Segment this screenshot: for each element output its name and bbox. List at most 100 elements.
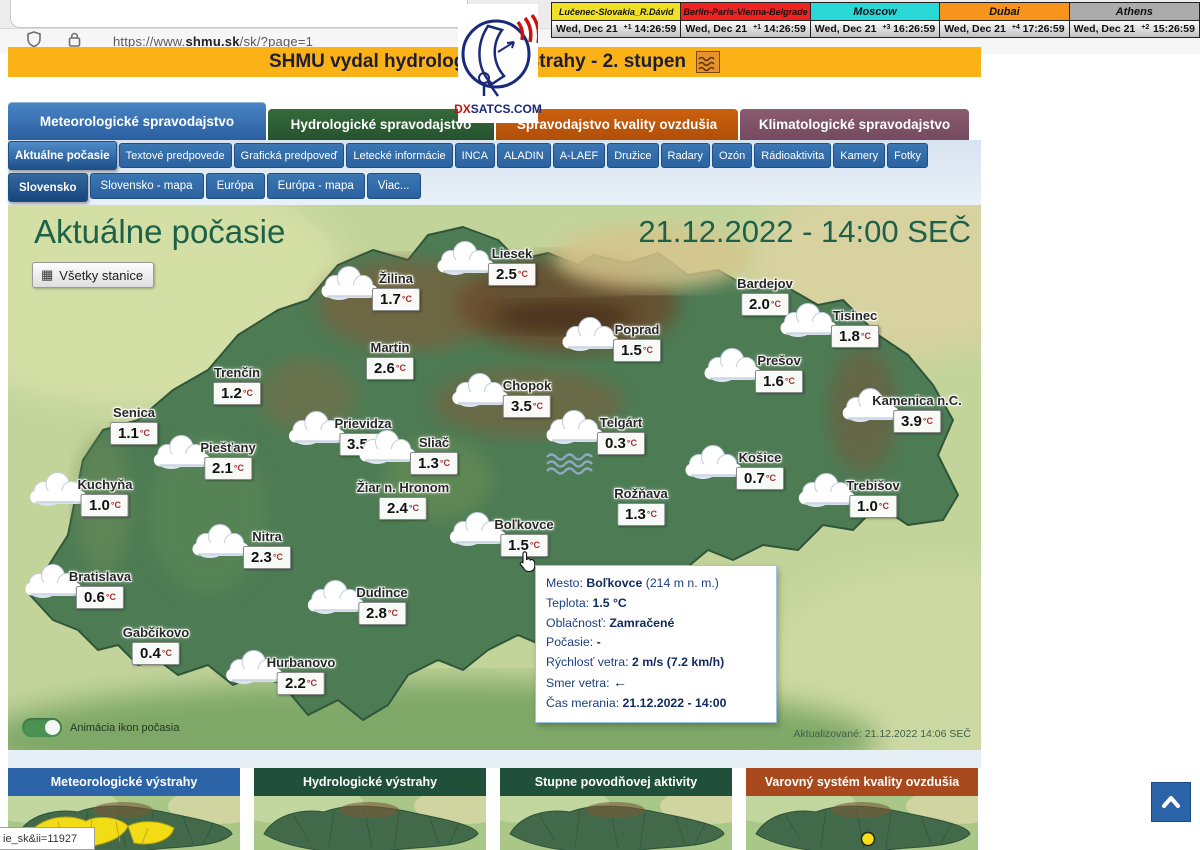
tab-eur-pa-mapa[interactable]: Európa - mapa — [266, 173, 365, 199]
clock-moscow[interactable]: Moscow Wed, Dec 21 +3 16:26:59 — [810, 3, 941, 37]
station-bratislava[interactable]: Bratislava 0.6°C — [25, 564, 131, 609]
station-poprad[interactable]: Poprad 1.5°C — [562, 317, 661, 362]
shield-icon[interactable] — [26, 31, 42, 52]
station-kuchy-a[interactable]: Kuchyňa 1.0°C — [30, 472, 132, 517]
station-temperature[interactable]: 2.6°C — [366, 357, 414, 380]
station-iar-n-hronom[interactable]: Žiar n. Hronom 2.4°C — [357, 480, 449, 520]
scroll-to-top-button[interactable] — [1151, 782, 1191, 822]
station-gab-kovo[interactable]: Gabčíkovo 0.4°C — [123, 625, 189, 665]
station-temperature[interactable]: 2.2°C — [277, 672, 325, 695]
station-temperature[interactable]: 1.7°C — [372, 288, 420, 311]
station-tren-n[interactable]: Trenčín 1.2°C — [213, 365, 261, 405]
station-temperature[interactable]: 3.9°C — [893, 410, 941, 433]
clock-dubai[interactable]: Dubai Wed, Dec 21 +4 17:26:59 — [940, 3, 1070, 37]
station-ro-ava[interactable]: Rožňava 1.3°C — [614, 486, 668, 526]
station-bardejov[interactable]: Bardejov 2.0°C — [737, 276, 793, 316]
station-temperature[interactable]: 2.1°C — [204, 457, 252, 480]
station-bo-kovce[interactable]: Boľkovce 1.5°C — [449, 512, 554, 557]
station-ilina[interactable]: Žilina 1.7°C — [321, 266, 420, 311]
station-temperature[interactable]: 2.8°C — [358, 602, 406, 625]
station-ko-ice[interactable]: Košice 0.7°C — [685, 445, 784, 490]
station-senica[interactable]: Senica 1.1°C — [110, 405, 158, 445]
tab-viac[interactable]: Viac... — [366, 173, 421, 199]
station-temperature[interactable]: 0.7°C — [736, 467, 784, 490]
tab-slovensko-mapa[interactable]: Slovensko - mapa — [89, 173, 204, 199]
station-martin[interactable]: Martin 2.6°C — [366, 340, 414, 380]
station-pie-any[interactable]: Piešťany 2.1°C — [153, 435, 256, 480]
clock-lu-enec-slovakia-r-d-vid[interactable]: Lučenec-Slovakia_R.Dávid Wed, Dec 21 +1 14:… — [552, 3, 682, 37]
tooltip-label: Čas merania: — [546, 695, 623, 710]
lock-icon[interactable] — [68, 32, 81, 52]
tab-leteck-inform-cie[interactable]: Letecké informácie — [346, 143, 453, 168]
tab-kamery[interactable]: Kamery — [833, 143, 886, 168]
panel-map-hydrologick-v-strahy[interactable] — [254, 796, 486, 850]
tab-fotky[interactable]: Fotky — [887, 143, 929, 168]
station-temperature[interactable]: 0.6°C — [76, 586, 124, 609]
tab-klimatologick-spravodajstvo[interactable]: Klimatologické spravodajstvo — [740, 109, 969, 140]
station-temperature[interactable]: 2.0°C — [741, 293, 789, 316]
temperature-value: 2.0 — [749, 296, 770, 313]
tooltip-value: 1.5 °C — [592, 595, 627, 610]
station-temperature[interactable]: 1.0°C — [849, 495, 897, 518]
tab-textov-predpovede[interactable]: Textové predpovede — [118, 143, 232, 168]
tab-meteorologick-spravodajstvo[interactable]: Meteorologické spravodajstvo — [8, 102, 266, 140]
tab-dru-ice[interactable]: Družice — [607, 143, 659, 168]
station-temperature[interactable]: 1.3°C — [410, 452, 458, 475]
temperature-value: 0.3 — [605, 435, 626, 452]
station-trebi-ov[interactable]: Trebišov 1.0°C — [798, 473, 900, 518]
station-temperature[interactable]: 1.2°C — [213, 382, 261, 405]
toggle-switch[interactable] — [22, 718, 62, 737]
map-title: Aktuálne počasie — [34, 213, 286, 250]
station-tisinec[interactable]: Tisinec 1.8°C — [780, 303, 879, 348]
tab-aladin[interactable]: ALADIN — [496, 143, 551, 168]
tab-radary[interactable]: Radary — [660, 143, 710, 168]
station-nitra[interactable]: Nitra 2.3°C — [192, 524, 291, 569]
tab-a-laef[interactable]: A-LAEF — [552, 143, 606, 168]
all-stations-button[interactable]: ▦ Všetky stanice — [32, 262, 155, 288]
station-temperature[interactable]: 2.5°C — [488, 263, 536, 286]
panel-map-stupne-povod-ovej-aktivity[interactable] — [500, 796, 732, 850]
station-temperature[interactable]: 2.3°C — [243, 546, 291, 569]
station-temperature[interactable]: 1.1°C — [110, 422, 158, 445]
station-name: Košice — [738, 450, 782, 465]
station-temperature[interactable]: 1.8°C — [831, 325, 879, 348]
tab-aktu-lne-po-asie[interactable]: Aktuálne počasie — [8, 141, 117, 170]
panel-header-hydrologick-v-strahy[interactable]: Hydrologické výstrahy — [254, 768, 486, 796]
table-grid-icon: ▦ — [41, 267, 54, 282]
station-temperature[interactable]: 0.4°C — [132, 642, 180, 665]
station-slia[interactable]: Sliač 1.3°C — [359, 430, 458, 475]
station-temperature[interactable]: 1.0°C — [81, 494, 129, 517]
panel-header-meteorologick-v-strahy[interactable]: Meteorologické výstrahy — [8, 768, 240, 796]
panel-map-varovn-syst-m-kvality-ovzdu-ia[interactable] — [746, 796, 978, 850]
station-pre-ov[interactable]: Prešov 1.6°C — [704, 348, 803, 393]
temperature-unit: °C — [110, 500, 121, 510]
tab-oz-n[interactable]: Ozón — [711, 143, 753, 168]
station-temperature[interactable]: 3.5°C — [503, 395, 551, 418]
panel-map-meteorologick-v-strahy[interactable] — [8, 796, 240, 850]
panel-header-stupne-povod-ovej-aktivity[interactable]: Stupne povodňovej aktivity — [500, 768, 732, 796]
station-temperature[interactable]: 0.3°C — [597, 432, 645, 455]
browser-tab[interactable] — [10, 0, 468, 28]
station-temperature[interactable]: 1.6°C — [755, 370, 803, 393]
station-hurbanovo[interactable]: Hurbanovo 2.2°C — [226, 650, 335, 695]
station-liesek[interactable]: Liesek 2.5°C — [437, 241, 536, 286]
station-chopok[interactable]: Chopok 3.5°C — [452, 373, 551, 418]
tab-grafick-predpove[interactable]: Grafická predpoveď — [233, 143, 345, 168]
station-temperature[interactable]: 1.5°C — [500, 534, 548, 557]
tab-eur-pa[interactable]: Európa — [205, 173, 265, 199]
station-dudince[interactable]: Dudince 2.8°C — [307, 580, 408, 625]
station-temperature[interactable]: 1.5°C — [613, 339, 661, 362]
tab-slovensko[interactable]: Slovensko — [8, 173, 88, 202]
tab-r-dioaktivita[interactable]: Rádioaktivita — [754, 143, 832, 168]
panel-header-varovn-syst-m-kvality-ovzdu-ia[interactable]: Varovný systém kvality ovzdušia — [746, 768, 978, 796]
station-temperature[interactable]: 2.4°C — [379, 497, 427, 520]
station-kamenica-n-c[interactable]: Kamenica n.C. 3.9°C — [842, 388, 962, 433]
station-telg-rt[interactable]: Telgárt 0.3°C — [546, 410, 645, 475]
station-temperature[interactable]: 1.3°C — [617, 503, 665, 526]
clock-athens[interactable]: Athens Wed, Dec 21 +2 15:26:59 — [1069, 3, 1199, 37]
tooltip-value: Boľkovce — [586, 576, 643, 590]
clock-berlin-paris-vienna-belgrade[interactable]: Berlin-Paris-Vienna-Belgrade Wed, Dec 21 +… — [681, 3, 811, 37]
tab-hydrologick-spravodajstvo[interactable]: Hydrologické spravodajstvo — [268, 109, 494, 140]
tab-inca[interactable]: INCA — [454, 143, 495, 168]
